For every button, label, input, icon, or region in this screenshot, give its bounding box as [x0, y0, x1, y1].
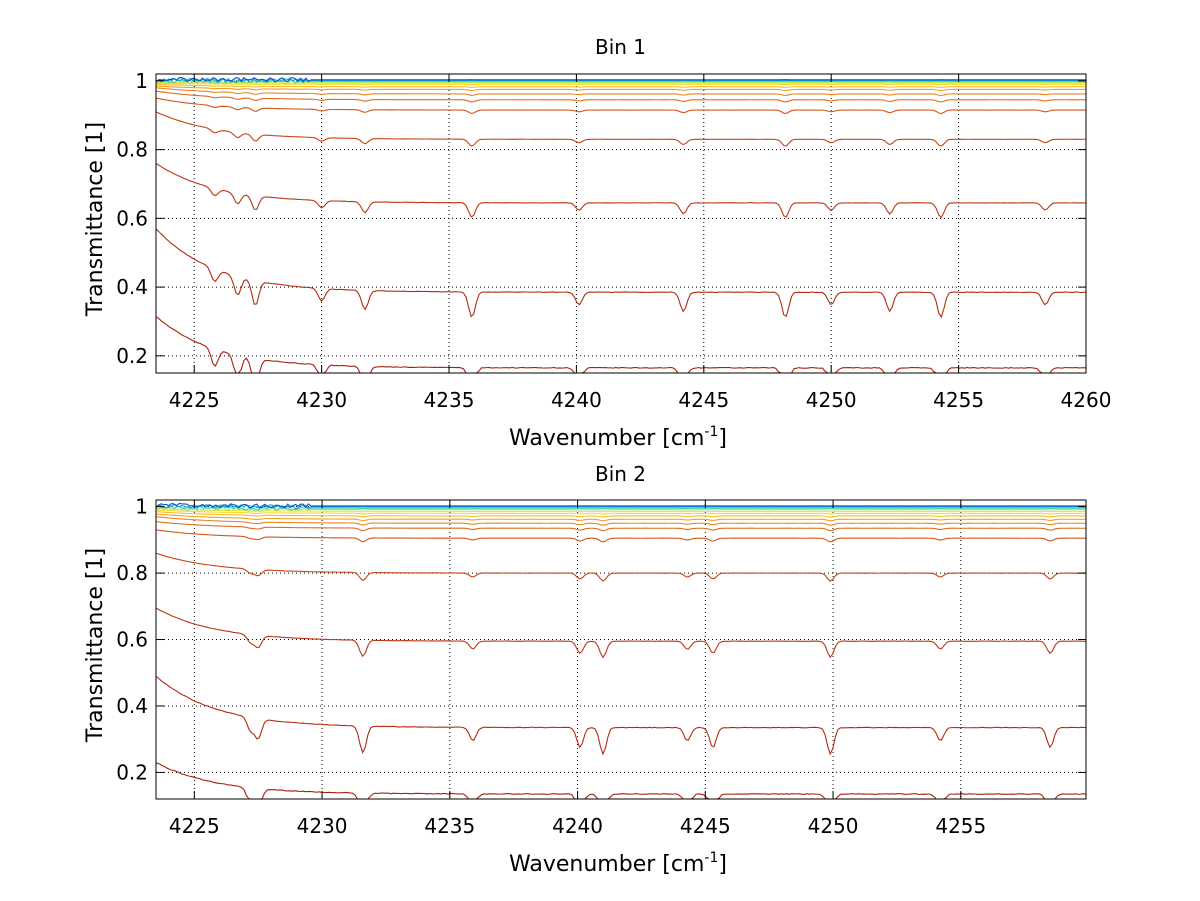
- series-line: [155, 76, 1086, 83]
- x-axis-label-end: ]: [718, 426, 727, 451]
- series-line: [155, 228, 1087, 319]
- x-tick-label: 4245: [678, 388, 729, 412]
- series-line: [155, 83, 1087, 88]
- x-tick-label: 4225: [169, 388, 220, 412]
- x-axis-label-end: ]: [718, 852, 727, 877]
- series-line: [155, 111, 1087, 147]
- ticks: 4225 4230 4235 4240 4245 4250 4255 0.2 0.4 0.6 0.8…: [116, 495, 1086, 838]
- series-group: [155, 502, 1087, 800]
- series-line: [155, 82, 1086, 86]
- y-tick-label: 1: [135, 69, 148, 93]
- x-tick-label: 4240: [552, 814, 603, 838]
- y-axis-label: Transmittance [1]: [83, 548, 108, 743]
- x-axis-label-superscript: -1: [704, 850, 718, 866]
- x-axis-label-main: Wavenumber [cm: [509, 426, 704, 451]
- series-line: [155, 77, 1086, 84]
- x-tick-label: 4250: [806, 388, 857, 412]
- x-axis-label: Wavenumber [cm-1]: [509, 850, 727, 877]
- series-line: [155, 97, 1087, 115]
- series-line: [155, 81, 1086, 84]
- x-tick-label: 4225: [169, 814, 220, 838]
- series-line: [155, 78, 1086, 84]
- y-tick-label: 1: [135, 495, 148, 519]
- series-line: [155, 675, 1087, 756]
- chart-panel-bin-2: Bin 2 4225 4230 4235 4240 4245 4250 4255 0.2 0.4…: [83, 462, 1087, 877]
- x-tick-label: 4245: [680, 814, 731, 838]
- series-line: [155, 552, 1087, 582]
- y-tick-label: 0.6: [116, 206, 148, 230]
- series-line: [155, 502, 1086, 509]
- axes-box: [155, 73, 1087, 374]
- chart-title: Bin 2: [595, 462, 646, 486]
- y-tick-label: 0.2: [116, 344, 148, 368]
- x-tick-label: 4260: [1061, 388, 1112, 412]
- axes-box: [155, 499, 1087, 800]
- x-tick-label: 4255: [935, 814, 986, 838]
- chart-title: Bin 1: [595, 35, 646, 59]
- series-line: [155, 529, 1086, 543]
- series-line: [155, 513, 1087, 522]
- series-line: [155, 90, 1087, 103]
- series-group: [155, 76, 1087, 374]
- y-tick-label: 0.6: [116, 628, 148, 652]
- y-tick-label: 0.4: [116, 694, 148, 718]
- y-tick-label: 0.8: [116, 561, 148, 585]
- series-line: [155, 508, 1086, 513]
- series-line: [155, 87, 1087, 97]
- series-line: [155, 509, 1087, 515]
- series-line: [155, 521, 1087, 532]
- x-tick-label: 4235: [424, 388, 475, 412]
- series-line: [155, 762, 1087, 800]
- y-axis-label: Transmittance [1]: [83, 122, 108, 317]
- series-line: [155, 79, 1087, 85]
- series-line: [155, 316, 1087, 374]
- series-line: [155, 85, 1087, 92]
- series-line: [155, 163, 1087, 219]
- x-axis-label-superscript: -1: [704, 424, 718, 440]
- series-line: [155, 511, 1086, 518]
- y-tick-label: 0.2: [116, 760, 148, 784]
- series-line: [155, 607, 1087, 659]
- y-tick-label: 0.8: [116, 138, 148, 162]
- x-axis-label-main: Wavenumber [cm: [509, 852, 704, 877]
- x-tick-label: 4255: [933, 388, 984, 412]
- series-line: [155, 505, 1086, 513]
- x-tick-label: 4250: [808, 814, 859, 838]
- x-tick-label: 4230: [297, 814, 348, 838]
- series-line: [155, 503, 1086, 510]
- ticks: 4225 4230 4235 4240 4245 4250 4255 4260 0.2 0.4 0.…: [116, 69, 1111, 412]
- series-line: [155, 504, 1086, 511]
- chart-panel-bin-1: Bin 1 4225 4230 4235 4240 4245 4250 4255 4260 0.…: [83, 35, 1111, 451]
- x-tick-label: 4235: [424, 814, 475, 838]
- y-tick-label: 0.4: [116, 275, 148, 299]
- x-axis-label: Wavenumber [cm-1]: [509, 424, 727, 451]
- x-tick-label: 4230: [296, 388, 347, 412]
- series-line: [155, 516, 1087, 526]
- x-tick-label: 4240: [551, 388, 602, 412]
